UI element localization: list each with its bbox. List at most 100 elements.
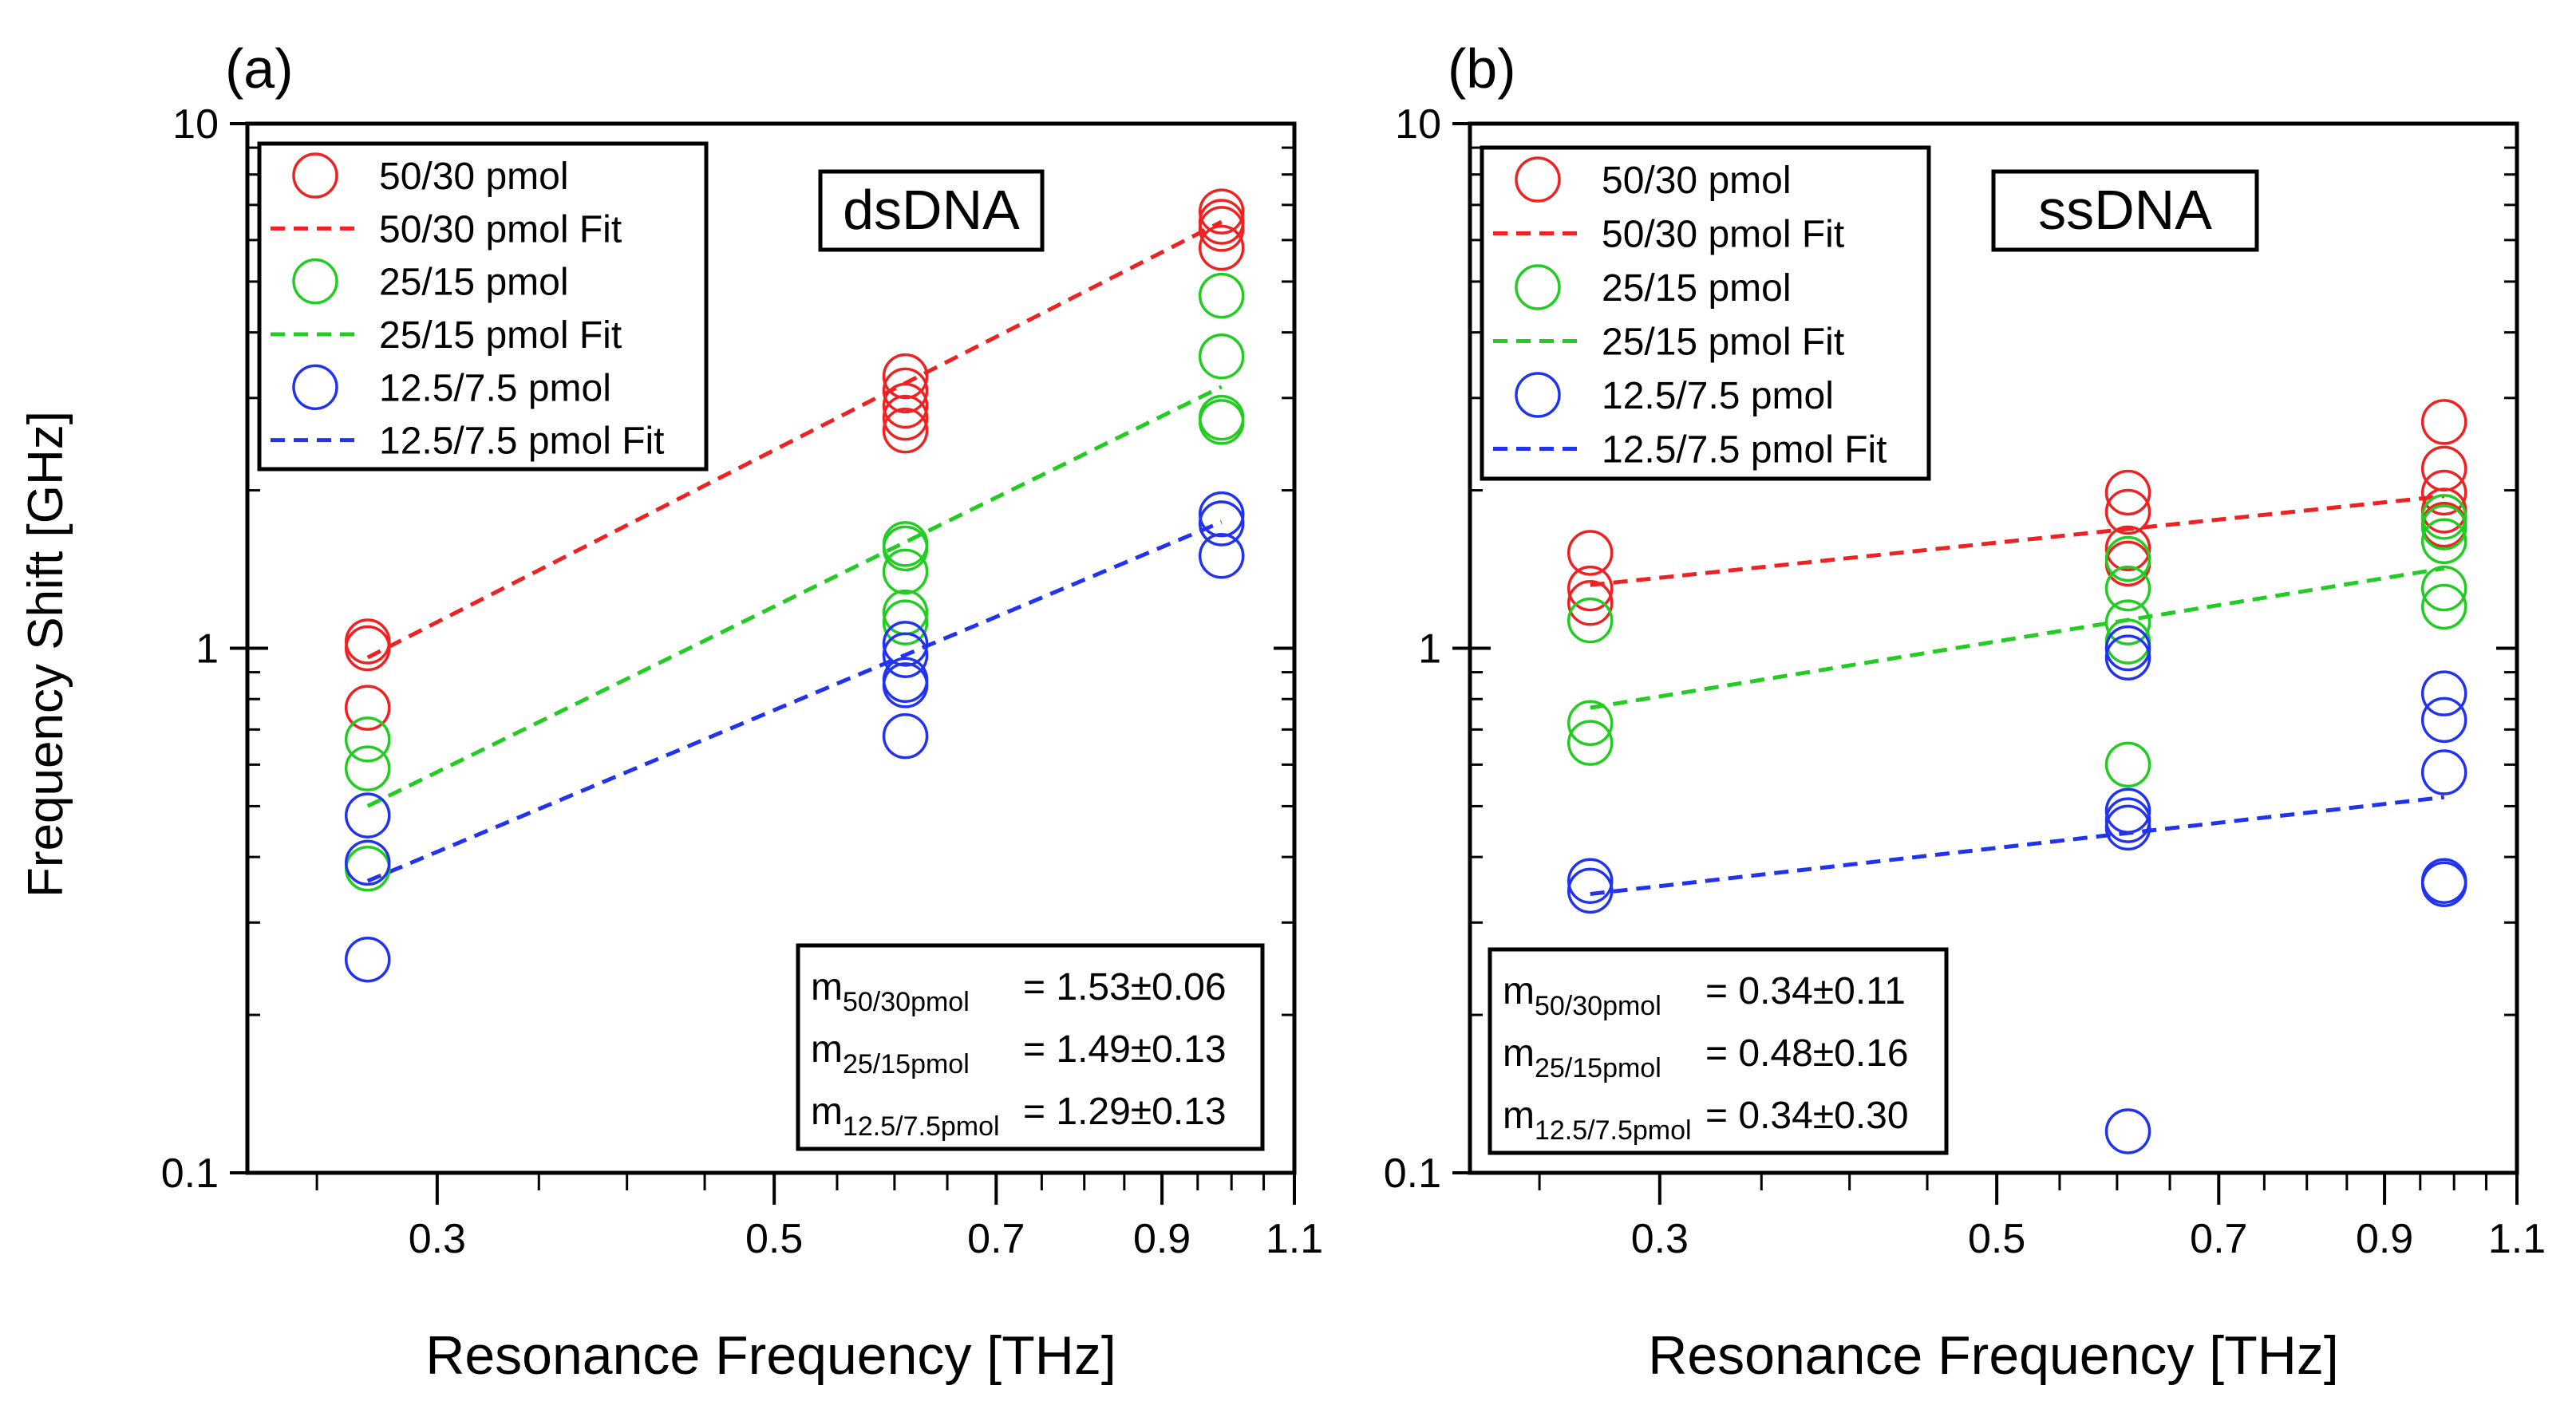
slope-entry: m25/15pmol (811, 1028, 970, 1079)
data-point (1198, 532, 1245, 579)
slope-entry: m12.5/7.5pmol (811, 1091, 1000, 1142)
data-point (1198, 399, 1245, 445)
data-point (2104, 787, 2151, 834)
data-point (1567, 700, 1614, 747)
slope-subscript: 25/15pmol (843, 1049, 970, 1079)
x-tick-label: 1.1 (2488, 1216, 2546, 1262)
data-point (882, 662, 929, 708)
slope-entry: m50/30pmol (811, 966, 970, 1017)
legend-box (257, 141, 709, 472)
y-tick-label: 0.1 (1384, 1150, 1441, 1197)
data-point (2104, 741, 2151, 788)
data-point (882, 599, 929, 645)
legend-marker (1515, 264, 1561, 310)
data-point (2420, 861, 2467, 907)
legend-marker (1515, 372, 1561, 418)
y-tick-label: 1 (196, 626, 219, 673)
data-point (1198, 272, 1245, 319)
data-point (882, 548, 929, 595)
plot-frame (1468, 121, 2519, 1175)
data-point (2420, 583, 2467, 630)
data-point (344, 685, 391, 731)
slope-entry: m25/15pmol (1503, 1032, 1661, 1083)
slope-subscript: 50/30pmol (843, 987, 970, 1017)
annotation-box (818, 169, 1045, 252)
data-point (2104, 634, 2151, 681)
data-point (2104, 535, 2151, 582)
panel-a: (a) 0.1 1 10 0.3 0.5 0.7 0.9 1.1 Resonance Freque… (161, 37, 1323, 1386)
fit-line (366, 219, 1223, 660)
x-tick-label: 0.7 (2190, 1216, 2247, 1262)
legend-label: 50/30 pmol (1602, 160, 1792, 202)
annotation-label: dsDNA (843, 179, 1020, 241)
data-point (1567, 565, 1614, 612)
slope-subscript: 25/15pmol (1535, 1053, 1661, 1083)
y-tick-label: 10 (172, 101, 219, 148)
slope-subscript: 12.5/7.5pmol (843, 1111, 1000, 1142)
slope-entry: m50/30pmol (1503, 970, 1661, 1021)
data-point (1198, 188, 1245, 235)
data-point (1198, 500, 1245, 547)
legend-label: 50/30 pmol Fit (1602, 214, 1844, 256)
slope-symbol: m (1503, 1095, 1535, 1137)
data-point (344, 745, 391, 791)
slope-value: = 1.49±0.13 (1023, 1028, 1227, 1071)
data-point (1198, 206, 1245, 252)
panel-b: (b) 0.1 1 10 0.3 0.5 0.7 0.9 1.1 Resonance Freque… (1384, 37, 2546, 1386)
slope-value: = 1.29±0.13 (1023, 1091, 1227, 1133)
data-point (1567, 867, 1614, 914)
slope-symbol: m (811, 966, 843, 1008)
legend-label: 50/30 pmol (379, 156, 569, 198)
data-point (2104, 488, 2151, 535)
slope-subscript: 50/30pmol (1535, 991, 1661, 1021)
data-point (2420, 697, 2467, 744)
panel-label: (a) (225, 37, 294, 100)
data-point (344, 716, 391, 763)
data-point (2104, 804, 2151, 851)
data-point (2420, 469, 2467, 516)
fit-line (1590, 494, 2444, 587)
x-tick-label: 0.7 (967, 1216, 1025, 1262)
data-point (882, 394, 929, 441)
legend-label: 50/30 pmol Fit (379, 208, 622, 251)
y-tick-label: 10 (1395, 101, 1441, 148)
x-tick-label: 0.9 (2356, 1216, 2413, 1262)
slope-box (796, 943, 1265, 1151)
data-point (882, 367, 929, 414)
legend-label: 12.5/7.5 pmol (1602, 375, 1834, 417)
legend-label: 12.5/7.5 pmol (379, 367, 611, 409)
data-point (2104, 565, 2151, 612)
data-point (2420, 670, 2467, 716)
legend-label: 25/15 pmol (379, 262, 569, 304)
slope-value: = 0.48±0.16 (1705, 1032, 1909, 1075)
data-point (2104, 1108, 2151, 1154)
data-point (344, 625, 391, 672)
data-point (344, 792, 391, 839)
slope-value: = 1.53±0.06 (1023, 966, 1227, 1008)
x-tick-label: 0.3 (409, 1216, 466, 1262)
data-point (2104, 469, 2151, 516)
legend-marker (292, 258, 338, 305)
data-point (344, 839, 391, 886)
legend-label: 25/15 pmol (1602, 267, 1792, 310)
data-point (2420, 749, 2467, 795)
legend-marker (1515, 156, 1561, 203)
data-point (882, 407, 929, 454)
data-point (882, 521, 929, 567)
data-point (2420, 504, 2467, 551)
slope-symbol: m (1503, 970, 1535, 1012)
slope-value: = 0.34±0.30 (1705, 1095, 1909, 1137)
slope-symbol: m (811, 1091, 843, 1133)
data-point (2420, 858, 2467, 904)
data-point (1198, 394, 1245, 441)
data-point (2420, 445, 2467, 492)
legend-box (1480, 145, 1931, 481)
data-point (1198, 491, 1245, 538)
data-point (2420, 399, 2467, 445)
legend-marker (292, 152, 338, 199)
x-axis-label: Resonance Frequency [THz] (425, 1325, 1116, 1386)
data-point (882, 353, 929, 400)
data-point (1567, 720, 1614, 766)
data-point (2420, 565, 2467, 612)
